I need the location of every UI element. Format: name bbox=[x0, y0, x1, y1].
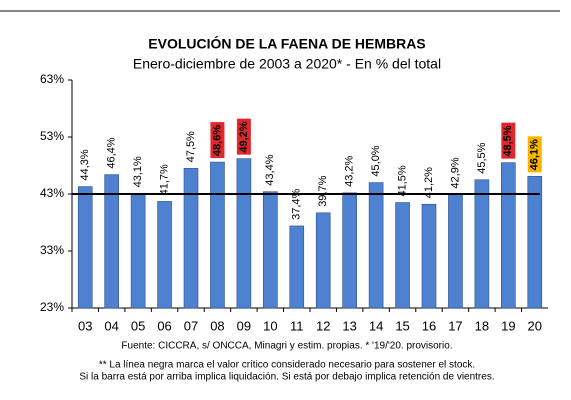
x-tick-label: 16 bbox=[422, 318, 436, 333]
bar bbox=[474, 179, 490, 309]
bar bbox=[501, 162, 516, 309]
x-tick-label: 13 bbox=[342, 318, 356, 333]
x-tick-label: 15 bbox=[395, 318, 409, 333]
x-tick-label: 18 bbox=[475, 318, 489, 333]
bar bbox=[104, 174, 119, 309]
value-label: 43,4% bbox=[264, 154, 276, 185]
value-label: 43,2% bbox=[344, 155, 356, 186]
value-label: 45,0% bbox=[370, 145, 382, 176]
bar bbox=[183, 168, 199, 309]
value-label: 42,9% bbox=[449, 157, 461, 188]
x-tick-label: 19 bbox=[501, 318, 515, 333]
value-label: 48,6% bbox=[211, 125, 223, 156]
x-tick-label: 12 bbox=[316, 318, 330, 333]
bar bbox=[77, 186, 93, 309]
value-label: 39,7% bbox=[317, 175, 329, 206]
bar bbox=[527, 176, 543, 309]
x-tick-label: 06 bbox=[157, 318, 171, 333]
label-highlight bbox=[501, 122, 516, 159]
bar bbox=[421, 203, 437, 309]
y-tick-label: 33% bbox=[40, 243, 64, 257]
x-tick-label: 17 bbox=[448, 318, 462, 333]
x-tick-label: 08 bbox=[210, 318, 224, 333]
x-tick-label: 20 bbox=[528, 318, 542, 333]
x-tick-label: 10 bbox=[263, 318, 277, 333]
value-label: 48,5% bbox=[502, 125, 514, 156]
chart-title: EVOLUCIÓN DE LA FAENA DE HEMBRAS bbox=[148, 35, 425, 52]
value-label: 41,7% bbox=[158, 164, 170, 195]
value-label: 46,4% bbox=[106, 137, 118, 168]
value-label: 49,2% bbox=[238, 121, 250, 152]
x-tick-label: 05 bbox=[131, 318, 145, 333]
note: ** La línea negra marca el valor crítico… bbox=[99, 360, 475, 371]
label-highlight bbox=[527, 136, 542, 173]
bar bbox=[342, 192, 357, 309]
label-highlight bbox=[236, 118, 251, 155]
bar bbox=[289, 225, 305, 309]
bar bbox=[236, 158, 252, 309]
y-tick-label: 23% bbox=[40, 300, 64, 314]
value-label: 41,2% bbox=[423, 167, 435, 198]
y-tick-label: 63% bbox=[40, 72, 64, 86]
value-label: 46,1% bbox=[529, 139, 541, 170]
bar bbox=[130, 193, 146, 309]
value-label: 44,3% bbox=[79, 149, 91, 180]
x-tick-label: 07 bbox=[184, 318, 198, 333]
value-label: 37,4% bbox=[291, 189, 303, 220]
bar bbox=[315, 212, 331, 309]
bar bbox=[448, 194, 463, 309]
bar bbox=[395, 202, 410, 309]
value-label: 47,5% bbox=[185, 131, 197, 162]
x-tick-label: 14 bbox=[369, 318, 383, 333]
bar bbox=[368, 182, 384, 309]
note: Fuente: CICCRA, s/ ONCCA, Minagri y esti… bbox=[121, 341, 452, 352]
bar bbox=[263, 191, 278, 309]
value-label: 43,1% bbox=[132, 156, 144, 187]
x-tick-label: 03 bbox=[78, 318, 92, 333]
value-label: 41,5% bbox=[396, 165, 408, 196]
value-label: 45,5% bbox=[476, 142, 488, 173]
label-highlight bbox=[210, 122, 225, 159]
y-tick-label: 43% bbox=[40, 186, 64, 200]
x-tick-label: 11 bbox=[290, 318, 304, 333]
bar bbox=[157, 201, 172, 309]
x-tick-label: 09 bbox=[237, 318, 251, 333]
y-tick-label: 53% bbox=[40, 129, 64, 143]
note: Si la barra está por arriba implica liqu… bbox=[79, 372, 494, 383]
chart-subtitle: Enero-diciembre de 2003 a 2020* - En % d… bbox=[133, 56, 441, 72]
bar bbox=[210, 161, 225, 309]
x-tick-label: 04 bbox=[104, 318, 118, 333]
